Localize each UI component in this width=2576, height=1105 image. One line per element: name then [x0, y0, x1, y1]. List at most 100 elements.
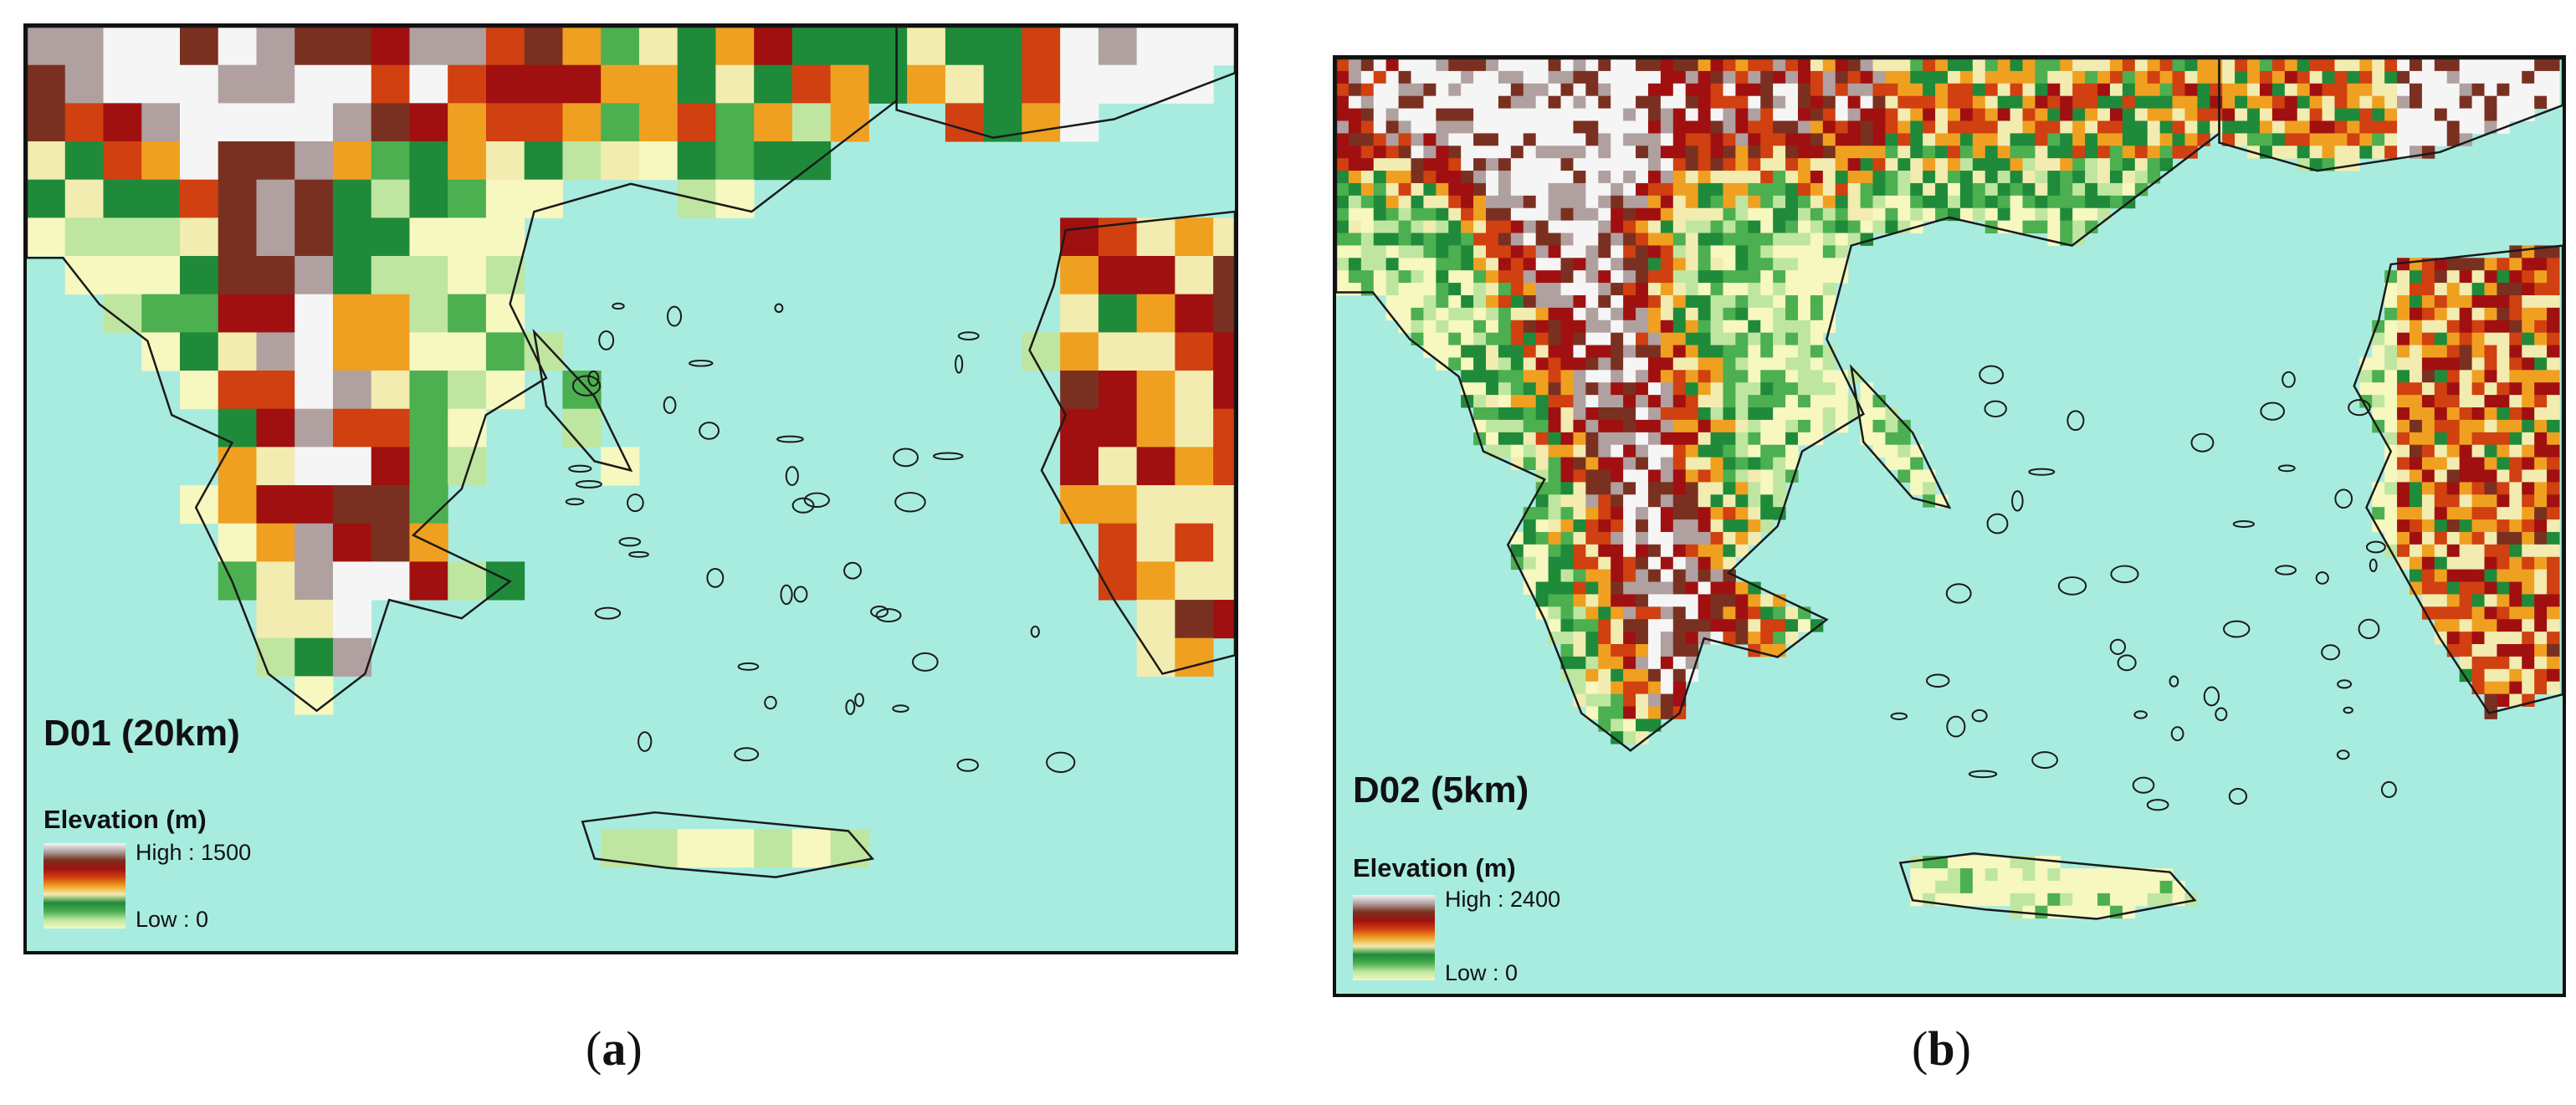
elevation-cell	[1611, 207, 1624, 222]
elevation-cell	[1473, 158, 1487, 171]
elevation-cell	[1660, 656, 1674, 670]
elevation-cell	[1760, 133, 1774, 146]
elevation-cell	[2172, 880, 2185, 894]
elevation-cell	[2459, 332, 2473, 346]
elevation-cell	[1498, 146, 1512, 159]
elevation-cell	[1672, 332, 1687, 346]
elevation-cell	[1997, 108, 2011, 121]
elevation-cell	[1498, 207, 1512, 222]
elevation-cell	[1935, 868, 1949, 882]
elevation-cell	[1997, 182, 2011, 197]
elevation-cell	[1760, 95, 1774, 110]
elevation-cell	[1373, 233, 1387, 246]
elevation-cell	[2547, 370, 2560, 383]
elevation-cell	[2421, 320, 2435, 334]
elevation-cell	[1360, 146, 1375, 159]
elevation-cell	[1523, 320, 1537, 334]
elevation-cell	[1461, 70, 1474, 84]
elevation-cell	[2022, 207, 2036, 222]
elevation-cell	[1897, 469, 1911, 483]
elevation-cell	[1672, 581, 1687, 595]
elevation-cell	[1785, 357, 1799, 371]
elevation-cell	[1636, 632, 1649, 645]
elevation-cell	[1897, 59, 1911, 72]
elevation-cell	[1984, 195, 1999, 209]
elevation-cell	[1461, 320, 1474, 334]
elevation-cell	[1735, 444, 1749, 458]
elevation-cell	[1672, 207, 1687, 222]
elevation-cell	[1611, 270, 1624, 284]
elevation-cell	[1910, 83, 1923, 97]
elevation-cell	[1636, 233, 1649, 246]
elevation-cell	[1797, 419, 1811, 433]
elevation-cell	[2509, 643, 2522, 657]
elevation-cell	[1785, 619, 1799, 632]
elevation-cell	[371, 371, 410, 410]
elevation-cell	[1698, 133, 1712, 146]
elevation-cell	[1585, 370, 1599, 383]
elevation-cell	[1698, 146, 1712, 159]
elevation-cell	[1560, 482, 1574, 495]
elevation-cell	[1660, 395, 1674, 408]
elevation-cell	[1548, 569, 1562, 583]
elevation-cell	[1411, 258, 1424, 271]
elevation-cell	[1735, 345, 1749, 358]
elevation-cell	[1748, 531, 1761, 545]
elevation-cell	[1411, 320, 1424, 334]
elevation-cell	[1948, 120, 1961, 134]
elevation-cell	[1448, 283, 1462, 296]
elevation-cell	[2259, 83, 2273, 97]
elevation-cell	[1623, 419, 1636, 433]
elevation-cell	[2497, 432, 2510, 446]
elevation-cell	[1984, 171, 1999, 184]
elevation-cell	[1548, 432, 1562, 446]
elevation-cell	[1348, 83, 1362, 97]
elevation-cell	[1685, 606, 1699, 620]
elevation-cell	[2372, 345, 2385, 358]
island-outline	[843, 561, 862, 580]
elevation-cell	[1797, 283, 1811, 296]
elevation-cell	[1486, 83, 1499, 97]
elevation-cell	[332, 371, 372, 410]
elevation-cell	[1461, 120, 1474, 134]
elevation-cell	[1548, 70, 1562, 84]
elevation-cell	[2534, 656, 2548, 670]
elevation-cell	[1810, 95, 1824, 110]
elevation-cell	[2484, 332, 2497, 346]
elevation-cell	[1685, 432, 1699, 446]
elevation-cell	[1785, 207, 1799, 222]
elevation-cell	[2022, 95, 2036, 110]
elevation-cell	[1636, 507, 1649, 520]
elevation-cell	[2547, 668, 2560, 683]
island-outline	[774, 303, 784, 314]
elevation-cell	[2372, 507, 2385, 520]
elevation-cell	[1348, 195, 1362, 209]
elevation-cell	[294, 523, 334, 562]
elevation-cell	[1510, 220, 1524, 234]
elevation-cell	[1611, 643, 1624, 657]
elevation-cell	[1872, 182, 1886, 197]
elevation-cell	[1373, 195, 1387, 209]
elevation-cell	[2421, 544, 2435, 558]
elevation-cell	[1672, 619, 1687, 632]
elevation-cell	[1598, 382, 1611, 396]
elevation-cell	[2446, 419, 2461, 433]
elevation-cell	[1785, 220, 1799, 234]
elevation-cell	[1959, 195, 1974, 209]
elevation-cell	[1897, 432, 1911, 446]
elevation-cell	[2471, 681, 2486, 695]
elevation-cell	[1885, 133, 1898, 146]
elevation-cell	[1698, 619, 1712, 632]
elevation-cell	[1797, 320, 1811, 334]
elevation-cell	[1560, 345, 1574, 358]
elevation-cell	[2147, 108, 2161, 121]
elevation-cell	[1636, 544, 1649, 558]
elevation-cell	[1560, 95, 1574, 110]
elevation-cell	[2259, 133, 2273, 146]
elevation-cell	[1822, 146, 1836, 159]
elevation-cell	[2497, 320, 2510, 334]
elevation-cell	[1685, 494, 1699, 508]
elevation-cell	[2522, 95, 2535, 110]
elevation-cell	[2434, 345, 2448, 358]
elevation-cell	[2534, 643, 2548, 657]
